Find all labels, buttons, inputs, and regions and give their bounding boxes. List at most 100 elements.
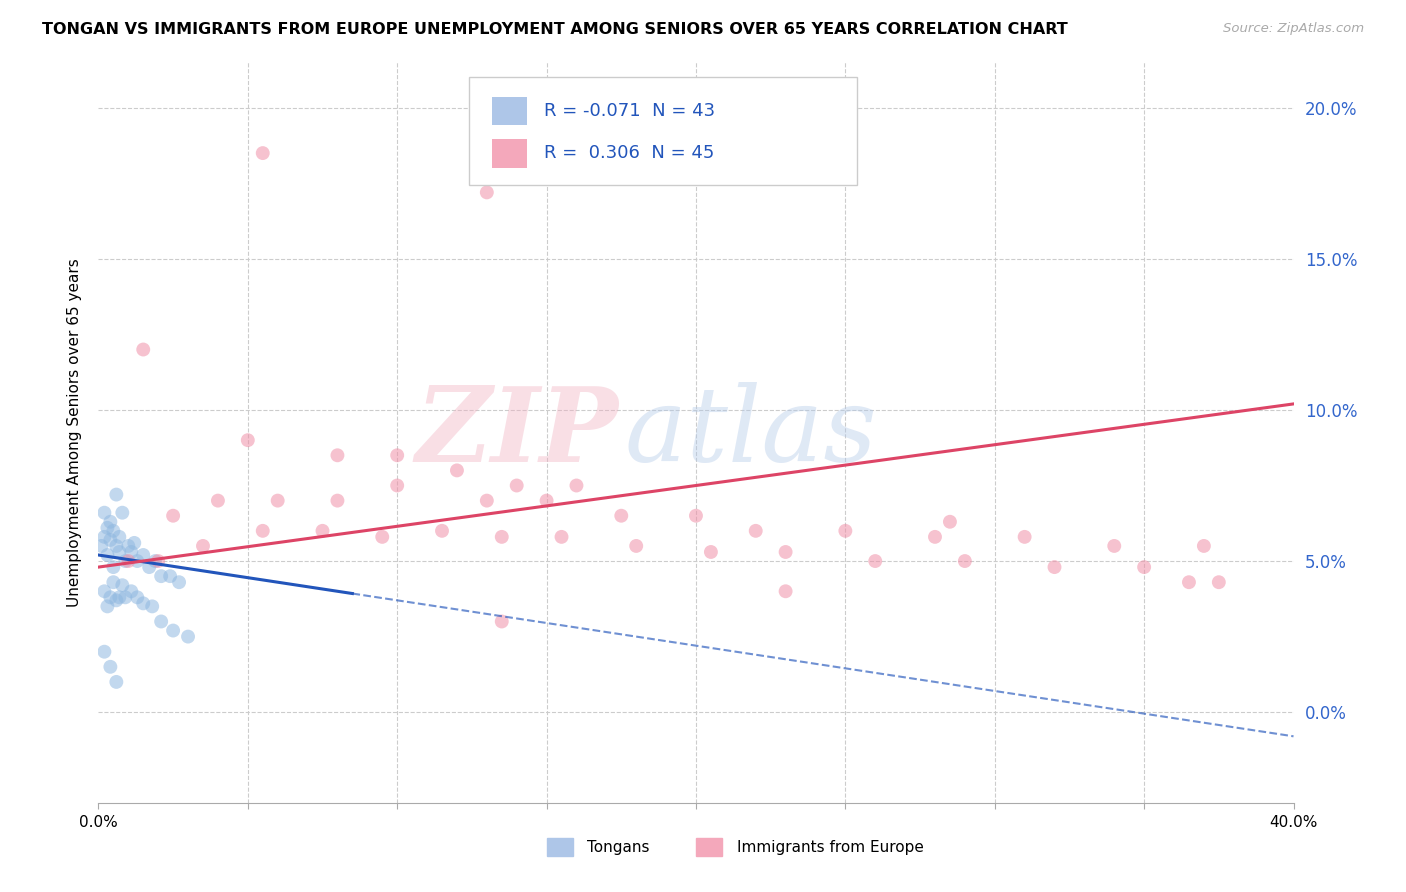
Point (93, 645, 115, 659)
Point (1208, 575, 1230, 590)
Point (120, 545, 142, 559)
Text: ZIP: ZIP (415, 382, 619, 483)
Point (177, 630, 200, 644)
Point (326, 448, 349, 462)
Point (491, 530, 513, 544)
Point (93, 530, 115, 544)
Point (236, 433, 259, 447)
Point (745, 524, 768, 538)
Y-axis label: Unemployment Among Seniors over 65 years: Unemployment Among Seniors over 65 years (66, 259, 82, 607)
Point (132, 596, 155, 610)
Point (491, 615, 513, 629)
Bar (492, 97, 527, 126)
Text: R =  0.306  N = 45: R = 0.306 N = 45 (544, 144, 714, 161)
Point (536, 493, 558, 508)
Point (127, 554, 149, 568)
Point (105, 539, 128, 553)
Point (610, 508, 633, 523)
Point (475, 493, 498, 508)
Point (93, 584, 115, 599)
Text: R = -0.071  N = 43: R = -0.071 N = 43 (544, 102, 716, 120)
Text: TONGAN VS IMMIGRANTS FROM EUROPE UNEMPLOYMENT AMONG SENIORS OVER 65 YEARS CORREL: TONGAN VS IMMIGRANTS FROM EUROPE UNEMPLO… (42, 22, 1069, 37)
Point (371, 530, 394, 544)
Point (96, 521, 118, 535)
Point (475, 186, 498, 200)
Point (506, 478, 529, 492)
Point (103, 524, 125, 538)
Point (117, 539, 139, 553)
Point (159, 569, 181, 583)
Point (132, 548, 155, 562)
Point (953, 554, 976, 568)
Point (1104, 539, 1126, 553)
Point (105, 593, 128, 607)
Point (108, 530, 131, 544)
Point (138, 560, 160, 574)
Point (150, 615, 173, 629)
Point (162, 508, 184, 523)
Point (108, 591, 131, 605)
Point (111, 578, 134, 592)
Point (1178, 575, 1201, 590)
Point (446, 463, 468, 477)
Point (626, 539, 648, 553)
Bar (547, 838, 572, 856)
Point (132, 343, 155, 357)
Point (311, 524, 333, 538)
Point (775, 545, 797, 559)
Point (105, 674, 128, 689)
Point (124, 536, 146, 550)
Bar (696, 838, 723, 856)
Point (114, 554, 136, 568)
Point (120, 584, 142, 599)
Text: Immigrants from Europe: Immigrants from Europe (737, 839, 924, 855)
Point (939, 515, 962, 529)
Point (1043, 560, 1066, 574)
Point (90, 539, 112, 553)
Point (550, 530, 572, 544)
Point (430, 524, 453, 538)
Point (150, 569, 173, 583)
FancyBboxPatch shape (470, 78, 858, 185)
Point (385, 478, 409, 492)
Point (117, 554, 139, 568)
Point (167, 575, 190, 590)
Point (162, 624, 184, 638)
Point (924, 530, 946, 544)
Text: atlas: atlas (624, 382, 877, 483)
Point (93, 506, 115, 520)
Point (111, 506, 134, 520)
Point (326, 493, 349, 508)
Point (98, 533, 122, 547)
Text: Tongans: Tongans (588, 839, 650, 855)
Point (385, 448, 409, 462)
Point (98, 591, 122, 605)
Point (207, 493, 229, 508)
Point (700, 545, 723, 559)
Point (834, 524, 856, 538)
Point (1014, 530, 1036, 544)
Point (1133, 560, 1156, 574)
Point (98, 660, 122, 674)
Point (252, 524, 274, 538)
Point (148, 554, 170, 568)
Point (267, 493, 290, 508)
Point (108, 545, 131, 559)
Point (865, 554, 887, 568)
Point (775, 584, 797, 599)
Point (1192, 539, 1215, 553)
Point (103, 575, 125, 590)
Point (127, 591, 149, 605)
Point (96, 599, 118, 614)
Point (105, 487, 128, 501)
Point (685, 508, 707, 523)
Point (114, 591, 136, 605)
Point (141, 599, 163, 614)
Bar (492, 139, 527, 168)
Point (98, 515, 122, 529)
Point (565, 478, 588, 492)
Point (252, 146, 274, 161)
Point (191, 539, 214, 553)
Point (143, 554, 166, 568)
Point (103, 560, 125, 574)
